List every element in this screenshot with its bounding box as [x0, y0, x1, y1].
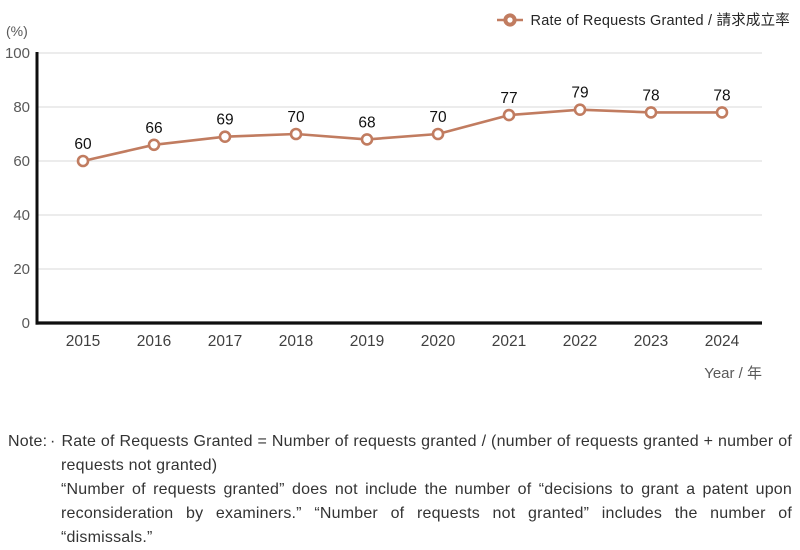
note-label: Note:	[8, 433, 48, 450]
data-point-marker	[644, 106, 658, 119]
data-point-label: 78	[642, 87, 659, 104]
y-axis-tick-label: 100	[5, 45, 30, 62]
y-axis-tick-label: 40	[13, 207, 30, 224]
note-section: Note: · Rate of Requests Granted = Number…	[8, 430, 792, 550]
data-point-marker	[76, 154, 90, 168]
data-point-label: 68	[358, 114, 375, 131]
data-point-label: 70	[287, 109, 305, 126]
note-paragraph-2: “Number of requests granted” does not in…	[61, 481, 792, 546]
data-point-label: 66	[145, 120, 162, 137]
y-axis-unit-label: (%)	[6, 23, 28, 39]
legend-label: Rate of Requests Granted / 請求成立率	[530, 13, 790, 29]
rate-line	[82, 108, 722, 163]
x-axis-tick-label: 2019	[350, 333, 384, 350]
legend-line-marker-icon	[496, 12, 523, 27]
data-point-label: 78	[713, 87, 730, 104]
chart-canvas: 0 20 40 60 80 100 (%) 2015 2016 2017 2018 2019 2020 2…	[5, 23, 762, 382]
data-point-marker	[431, 127, 445, 141]
note-paragraph-1: · Rate of Requests Granted = Number of re…	[50, 430, 792, 478]
note-bullet: ·	[50, 433, 56, 450]
chart-legend: Rate of Requests Granted / 請求成立率	[496, 9, 790, 30]
data-point-label: 70	[429, 109, 447, 126]
x-axis-tick-label: 2015	[66, 333, 100, 350]
data-point-marker	[147, 138, 161, 152]
x-axis-tick-label: 2022	[563, 333, 597, 350]
legend-circle	[502, 12, 517, 27]
data-point-marker	[715, 106, 729, 119]
data-point-marker	[573, 103, 587, 116]
data-point-marker	[289, 127, 303, 141]
data-point-label: 77	[500, 90, 517, 107]
x-axis-tick-label: 2018	[279, 333, 313, 350]
y-axis-tick-label: 80	[13, 99, 30, 116]
y-axis-tick-label: 60	[13, 153, 30, 170]
data-point-marker	[218, 130, 232, 143]
x-axis-tick-label: 2016	[137, 333, 171, 350]
x-axis-tick-label: 2020	[421, 333, 456, 350]
data-point-marker	[360, 133, 374, 146]
data-point-label: 60	[74, 136, 92, 153]
data-point-marker	[502, 108, 516, 122]
data-point-label: 79	[571, 85, 588, 102]
x-axis-tick-label: 2024	[705, 333, 740, 350]
x-axis-tick-label: 2023	[634, 333, 668, 350]
y-axis-tick-label: 20	[13, 261, 30, 278]
x-axis-unit-label: Year / 年	[704, 365, 762, 382]
y-axis-tick-label: 0	[22, 315, 30, 332]
x-axis-tick-label: 2021	[492, 333, 526, 350]
x-axis-tick-label: 2017	[208, 333, 242, 350]
data-point-label: 69	[216, 112, 233, 129]
note-paragraph-1-text: Rate of Requests Granted = Number of req…	[61, 433, 792, 474]
note-body: · Rate of Requests Granted = Number of re…	[50, 430, 792, 550]
